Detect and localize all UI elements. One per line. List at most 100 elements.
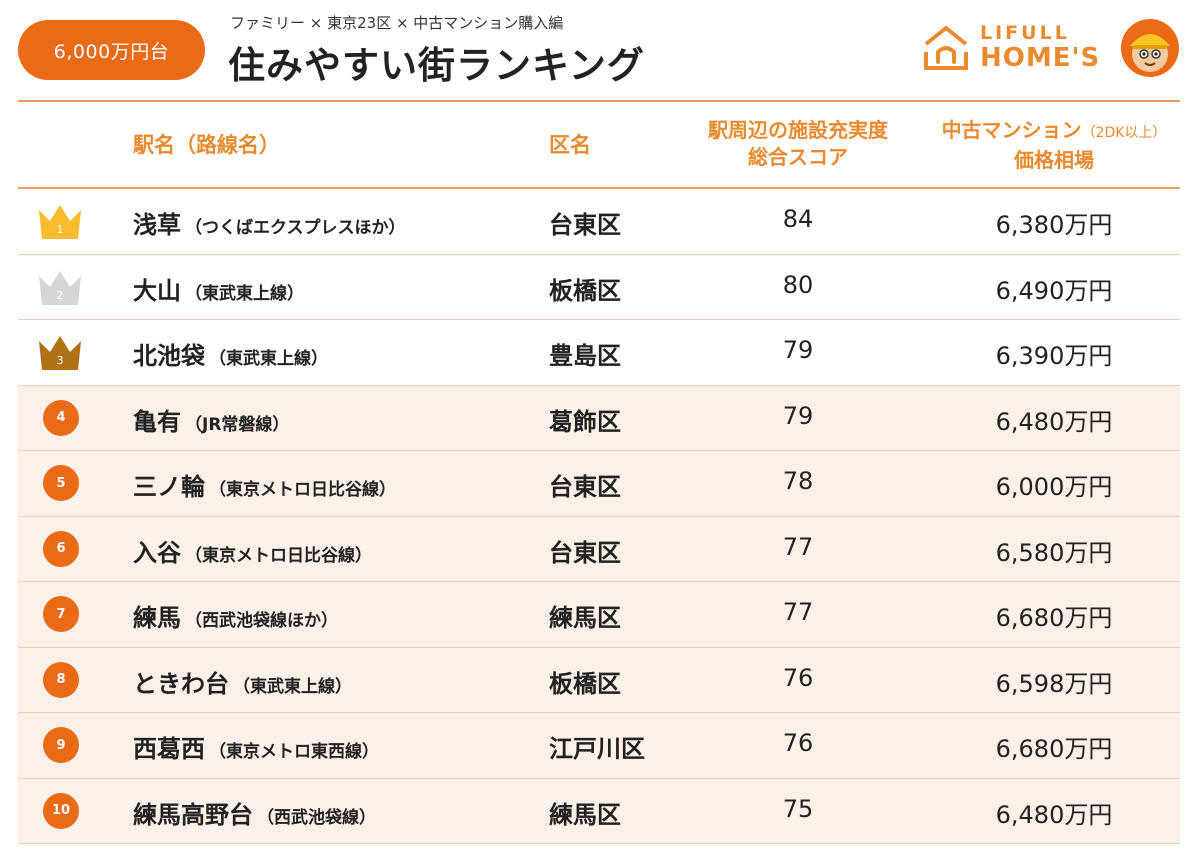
column-header-price-line1: 中古マンション — [941, 118, 1082, 142]
station-name: 入谷 （東京メトロ日比谷線） — [133, 533, 372, 568]
column-header-ward: 区名 — [549, 133, 591, 157]
station-label: 入谷 — [133, 538, 181, 567]
ward-name: 練馬区 — [549, 604, 621, 632]
price-value: 6,000万円 — [995, 473, 1113, 501]
rank-badge: 8 — [43, 661, 79, 698]
subtitle: ファミリー × 東京23区 × 中古マンション購入編 — [230, 14, 564, 32]
station-label: 北池袋 — [133, 342, 205, 370]
ward-name: 台東区 — [549, 473, 621, 501]
table-row: 10 練馬高野台 （西武池袋線） 練馬区 75 6,480万円 — [18, 778, 1180, 844]
table-row: 2 大山 （東武東上線） 板橋区 80 6,490万円 — [18, 255, 1180, 320]
score-value: 79 — [782, 401, 814, 430]
column-header-price-note: （2DK以上） — [1081, 125, 1167, 141]
station-label: 練馬高野台 — [133, 800, 253, 829]
ward-name: 江戸川区 — [549, 735, 645, 763]
ward-name: 葛飾区 — [549, 407, 621, 436]
rank-badge: 5 — [43, 465, 79, 501]
line-label: （東京メトロ日比谷線） — [209, 480, 396, 500]
column-header-score-line1: 駅周辺の施設充実度 — [708, 118, 888, 142]
table-row: 7 練馬 （西武池袋線ほか） 練馬区 77 6,680万円 — [18, 582, 1180, 648]
station-name: 西葛西 （東京メトロ東西線） — [133, 729, 379, 764]
rank-badge: 6 — [43, 530, 79, 567]
station-label: 西葛西 — [133, 735, 205, 763]
score-value: 75 — [782, 794, 814, 823]
score-value: 76 — [782, 729, 814, 757]
price-value: 6,380万円 — [995, 211, 1113, 239]
ward-name: 練馬区 — [549, 800, 621, 829]
ward-name: 板橋区 — [549, 276, 621, 305]
column-header-station: 駅名（路線名） — [133, 133, 280, 157]
crown-bronze-icon: 3 — [39, 336, 81, 370]
ward-name: 豊島区 — [549, 342, 621, 370]
rank-number: 3 — [57, 354, 64, 367]
score-value: 78 — [782, 467, 814, 495]
station-name: 亀有 （JR常磐線） — [133, 402, 289, 437]
station-label: ときわ台 — [133, 669, 229, 698]
station-label: 三ノ輪 — [133, 473, 205, 501]
line-label: （JR常磐線） — [185, 414, 290, 435]
station-label: 亀有 — [133, 407, 181, 436]
rank-badge: 4 — [43, 399, 79, 436]
rank-number: 2 — [57, 289, 64, 302]
rank-badge: 10 — [43, 792, 79, 829]
table-row: 4 亀有 （JR常磐線） 葛飾区 79 6,480万円 — [18, 385, 1180, 451]
line-label: （西武池袋線ほか） — [185, 611, 338, 631]
rank-badge: 9 — [43, 727, 79, 763]
table-row: 5 三ノ輪 （東京メトロ日比谷線） 台東区 78 6,000万円 — [18, 451, 1180, 517]
price-value: 6,680万円 — [995, 735, 1113, 763]
table-row: 3 北池袋 （東武東上線） 豊島区 79 6,390万円 — [18, 320, 1180, 386]
station-name: 北池袋 （東武東上線） — [133, 336, 328, 371]
ranking-table: 駅名（路線名） 区名 駅周辺の施設充実度 総合スコア 中古マンション（2DK以上… — [18, 100, 1180, 844]
price-value: 6,598万円 — [995, 669, 1113, 698]
line-label: （西武池袋線） — [257, 807, 376, 828]
station-name: 大山 （東武東上線） — [133, 271, 304, 306]
price-value: 6,480万円 — [995, 800, 1113, 829]
crown-gold-icon: 1 — [39, 205, 81, 239]
station-name: ときわ台 （東武東上線） — [133, 664, 352, 699]
price-value: 6,680万円 — [995, 604, 1113, 632]
station-label: 浅草 — [133, 211, 181, 239]
line-label: （つくばエクスプレスほか） — [185, 218, 406, 238]
column-header-price: 中古マンション（2DK以上） 価格相場 — [928, 117, 1180, 174]
price-value: 6,490万円 — [995, 276, 1113, 305]
column-header-price-line2: 価格相場 — [1014, 148, 1094, 172]
page-header: 6,000万円台 ファミリー × 東京23区 × 中古マンション購入編 住みやす… — [0, 0, 1200, 100]
line-label: （東武東上線） — [209, 349, 328, 369]
station-name: 浅草 （つくばエクスプレスほか） — [133, 205, 406, 240]
lifull-homes-logo: LIFULL HOME'S — [922, 18, 1192, 88]
score-value: 84 — [782, 205, 814, 233]
ward-name: 板橋区 — [549, 669, 621, 698]
column-header-score: 駅周辺の施設充実度 総合スコア — [688, 117, 908, 171]
house-icon — [924, 26, 968, 70]
price-value: 6,480万円 — [995, 407, 1113, 436]
table-row: 8 ときわ台 （東武東上線） 板橋区 76 6,598万円 — [18, 647, 1180, 713]
price-range-badge: 6,000万円台 — [18, 20, 205, 80]
line-label: （東武東上線） — [185, 283, 304, 304]
score-value: 77 — [782, 532, 814, 561]
column-header-score-line2: 総合スコア — [748, 145, 848, 169]
table-row: 9 西葛西 （東京メトロ東西線） 江戸川区 76 6,680万円 — [18, 713, 1180, 779]
station-name: 練馬 （西武池袋線ほか） — [133, 598, 338, 633]
line-label: （東京メトロ東西線） — [209, 742, 379, 762]
crown-shape — [39, 270, 81, 305]
line-label: （東京メトロ日比谷線） — [185, 545, 372, 566]
crown-silver-icon: 2 — [39, 270, 81, 305]
price-value: 6,580万円 — [995, 538, 1113, 567]
table-header-row: 駅名（路線名） 区名 駅周辺の施設充実度 総合スコア 中古マンション（2DK以上… — [18, 100, 1180, 189]
station-name: 練馬高野台 （西武池袋線） — [133, 795, 376, 830]
rank-badge: 7 — [43, 596, 79, 632]
station-label: 練馬 — [133, 604, 181, 632]
logo-text-top: LIFULL — [980, 22, 1070, 44]
logo-text-bottom: HOME'S — [980, 43, 1101, 73]
price-value: 6,390万円 — [995, 342, 1113, 370]
ward-name: 台東区 — [549, 538, 621, 567]
page-title: 住みやすい街ランキング — [228, 44, 645, 87]
score-value: 79 — [782, 336, 814, 364]
table-row: 6 入谷 （東京メトロ日比谷線） 台東区 77 6,580万円 — [18, 516, 1180, 582]
ward-name: 台東区 — [549, 211, 621, 239]
score-value: 80 — [782, 270, 814, 299]
mascot-icon — [1121, 19, 1179, 77]
score-value: 77 — [782, 598, 814, 626]
score-value: 76 — [782, 663, 814, 692]
line-label: （東武東上線） — [233, 676, 352, 697]
